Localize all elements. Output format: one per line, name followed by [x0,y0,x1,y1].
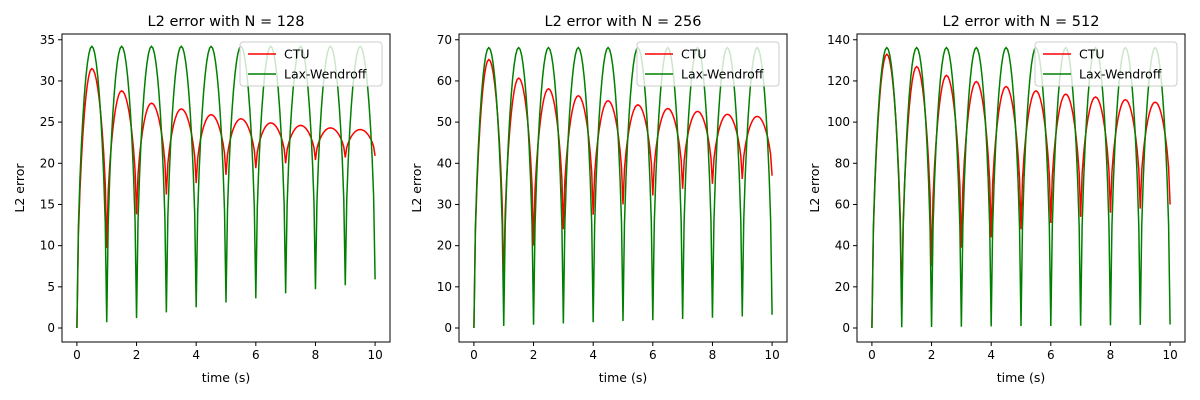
y-tick-label: 10 [40,239,55,253]
y-tick-label: 20 [40,156,55,170]
legend: CTU Lax-Wendroff [636,41,780,87]
y-tick-label: 35 [40,33,55,47]
y-tick-label: 10 [437,280,452,294]
y-tick-label: 140 [827,33,850,47]
legend-label: CTU [681,47,707,62]
legend: CTU Lax-Wendroff [239,41,383,87]
x-tick-label: 8 [312,348,320,362]
series-line-ctu [871,53,1171,329]
axes-frame [61,33,391,343]
chart-title: L2 error with N = 128 [148,14,305,30]
y-axis-label: L2 error [12,163,27,213]
y-tick-label: 70 [437,33,452,47]
x-tick-label: 2 [928,348,936,362]
y-tick-label: 60 [437,74,452,88]
x-tick-label: 8 [709,348,717,362]
y-tick-label: 60 [835,197,850,211]
y-tick-label: 50 [437,115,452,129]
y-tick-label: 30 [437,197,452,211]
y-tick-label: 20 [437,239,452,253]
x-tick-label: 2 [133,348,141,362]
y-tick-label: 40 [835,239,850,253]
x-tick-label: 10 [367,348,382,362]
series-line-lax-wendroff [76,45,376,329]
x-tick-label: 4 [987,348,995,362]
axes-frame [856,33,1186,343]
y-tick-label: 0 [444,321,452,335]
y-tick-label: 100 [827,115,850,129]
x-axis-label: time (s) [202,370,250,385]
chart-panel-2: 0 2 4 6 8 10 0 10 20 30 40 50 60 70 L2 error with N = … [409,14,788,385]
chart-title: L2 error with N = 256 [545,14,702,30]
legend: CTU Lax-Wendroff [1034,41,1178,87]
y-tick-label: 20 [835,280,850,294]
x-tick-label: 0 [470,348,478,362]
y-tick-label: 120 [827,74,850,88]
x-axis-label: time (s) [599,370,647,385]
y-tick-label: 0 [842,321,850,335]
legend-box [1034,41,1178,87]
y-tick-label: 0 [47,321,55,335]
x-tick-label: 10 [764,348,779,362]
y-tick-label: 80 [835,156,850,170]
y-tick-label: 30 [40,74,55,88]
series-line-ctu [473,58,773,329]
x-tick-label: 0 [868,348,876,362]
y-tick-label: 15 [40,197,55,211]
x-tick-label: 10 [1162,348,1177,362]
legend-box [239,41,383,87]
legend-label: Lax-Wendroff [284,67,367,82]
x-tick-label: 4 [192,348,200,362]
y-axis-label: L2 error [409,163,424,213]
x-tick-label: 2 [530,348,538,362]
series-line-ctu [76,67,376,329]
legend-label: Lax-Wendroff [1079,67,1162,82]
x-tick-label: 4 [589,348,597,362]
series-line-lax-wendroff [871,46,1171,329]
chart-title: L2 error with N = 512 [943,14,1100,30]
y-tick-label: 40 [437,156,452,170]
x-tick-label: 8 [1107,348,1115,362]
y-tick-label: 5 [47,280,55,294]
legend-box [636,41,780,87]
legend-label: CTU [284,47,310,62]
x-tick-label: 6 [649,348,657,362]
y-tick-label: 25 [40,115,55,129]
x-axis-label: time (s) [997,370,1045,385]
legend-label: CTU [1079,47,1105,62]
x-tick-label: 6 [252,348,260,362]
legend-label: Lax-Wendroff [681,67,764,82]
chart-panel-1: 0 2 4 6 8 10 0 5 10 15 20 25 30 35 L2 error with N = 1… [12,14,391,385]
x-tick-label: 0 [73,348,81,362]
y-axis-label: L2 error [807,163,822,213]
axes-frame [458,33,788,343]
x-tick-label: 6 [1047,348,1055,362]
